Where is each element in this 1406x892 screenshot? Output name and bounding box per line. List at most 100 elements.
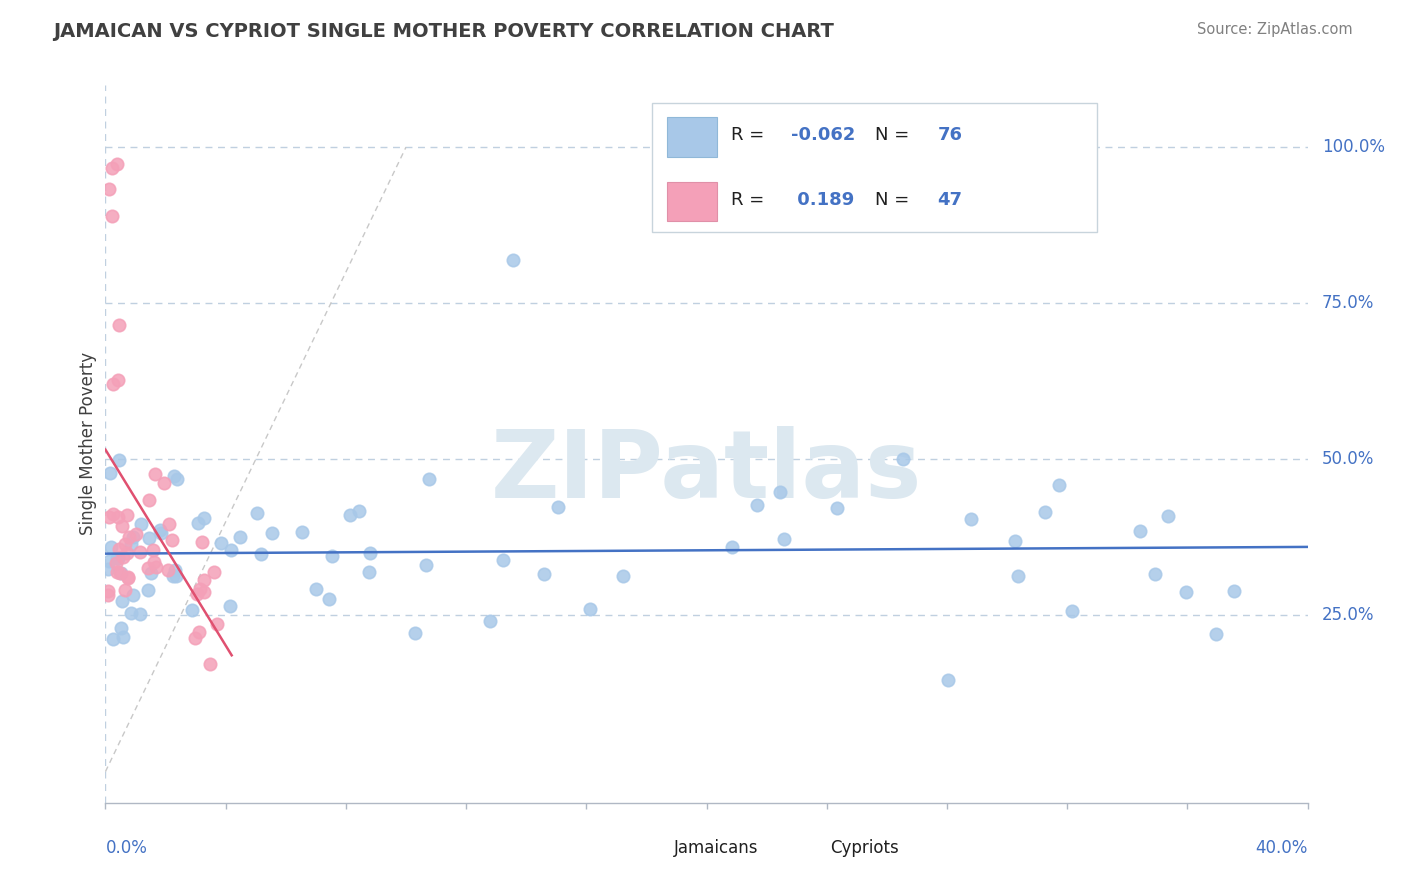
Point [163, 469, 186, 483]
Point [107, 550, 129, 565]
Point [1156, 509, 1178, 524]
Text: R =: R = [731, 126, 769, 144]
Point [198, 657, 221, 671]
Point [97, 182, 120, 196]
Text: 25.0%: 25.0% [1322, 607, 1375, 624]
Point [1205, 627, 1227, 641]
Point [100, 541, 122, 555]
Point [221, 543, 243, 558]
Point [187, 625, 209, 640]
Point [121, 530, 143, 544]
Point [260, 526, 283, 541]
FancyBboxPatch shape [628, 838, 666, 858]
Point [120, 607, 142, 621]
Point [105, 550, 128, 565]
Text: 75.0%: 75.0% [1322, 294, 1375, 312]
Point [612, 568, 634, 582]
Point [129, 545, 152, 559]
Point [891, 452, 914, 467]
Point [404, 626, 426, 640]
Point [162, 533, 184, 547]
Text: Source: ZipAtlas.com: Source: ZipAtlas.com [1197, 22, 1353, 37]
Point [249, 547, 271, 561]
Text: 40.0%: 40.0% [1256, 838, 1308, 856]
Text: 100.0%: 100.0% [1322, 138, 1385, 156]
Text: R =: R = [731, 191, 769, 209]
Point [118, 530, 141, 544]
Point [193, 585, 215, 599]
FancyBboxPatch shape [652, 103, 1097, 232]
Point [183, 632, 205, 646]
Point [107, 373, 129, 387]
Point [492, 553, 515, 567]
Point [107, 510, 129, 524]
Text: 50.0%: 50.0% [1322, 450, 1375, 468]
Point [136, 582, 159, 597]
Point [97, 561, 120, 575]
Point [769, 484, 792, 499]
Point [110, 566, 132, 581]
Point [108, 453, 131, 467]
Text: Cypriots: Cypriots [831, 839, 898, 857]
FancyBboxPatch shape [666, 182, 717, 221]
Point [120, 537, 142, 551]
FancyBboxPatch shape [785, 838, 823, 858]
Point [107, 550, 129, 565]
Text: 76: 76 [938, 126, 962, 144]
Point [1007, 569, 1029, 583]
Point [112, 630, 135, 644]
Point [142, 555, 165, 569]
Point [149, 523, 172, 537]
Point [773, 532, 796, 546]
Point [502, 252, 524, 267]
Point [228, 530, 250, 544]
Point [479, 614, 502, 628]
Point [117, 571, 139, 585]
Point [165, 569, 187, 583]
Point [291, 525, 314, 540]
Point [163, 563, 186, 577]
Point [188, 582, 211, 597]
Point [936, 673, 959, 687]
Point [101, 632, 124, 646]
Point [138, 531, 160, 545]
Point [825, 500, 848, 515]
Point [100, 210, 122, 224]
Point [101, 507, 124, 521]
Text: 47: 47 [938, 191, 962, 209]
Point [1033, 504, 1056, 518]
Point [202, 566, 225, 580]
Point [129, 516, 152, 531]
Point [207, 616, 229, 631]
Point [1223, 584, 1246, 599]
Point [98, 466, 121, 480]
Text: N =: N = [875, 126, 915, 144]
Point [187, 516, 209, 530]
Point [145, 559, 167, 574]
Point [209, 536, 232, 550]
Point [547, 500, 569, 514]
Point [321, 549, 343, 563]
Point [138, 493, 160, 508]
Text: -0.062: -0.062 [790, 126, 855, 144]
Point [166, 472, 188, 486]
Point [136, 561, 159, 575]
Point [157, 516, 180, 531]
Point [359, 546, 381, 560]
Point [193, 574, 215, 588]
Point [190, 535, 212, 549]
Point [141, 566, 163, 580]
Point [181, 603, 204, 617]
Point [1143, 566, 1166, 581]
Point [97, 584, 120, 599]
Y-axis label: Single Mother Poverty: Single Mother Poverty [79, 352, 97, 535]
Point [162, 568, 184, 582]
Point [305, 582, 328, 596]
Point [245, 506, 267, 520]
Point [142, 542, 165, 557]
Point [103, 377, 125, 392]
Point [318, 592, 340, 607]
Point [117, 508, 139, 523]
Point [1047, 478, 1070, 492]
Point [150, 525, 173, 540]
